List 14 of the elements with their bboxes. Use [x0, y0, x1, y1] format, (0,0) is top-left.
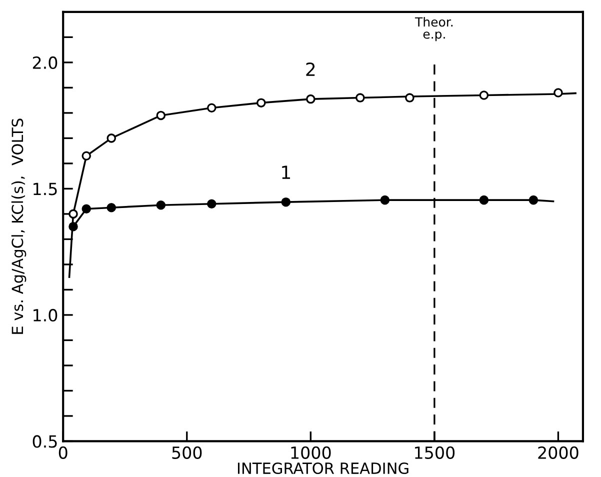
- x-axis-title: INTEGRATOR READING: [238, 462, 408, 474]
- ref-line-label: Theor. e.p.: [414, 16, 453, 42]
- y-axis-title: E vs. Ag/AgCl, KCl(s), VOLTS: [11, 118, 26, 334]
- y-tick-label: 1.0: [34, 308, 58, 322]
- x-tick-label: 500: [172, 446, 202, 459]
- x-tick-label: 2000: [538, 446, 578, 459]
- x-tick-label: 1500: [415, 446, 455, 459]
- y-tick-label: 2.0: [32, 56, 58, 69]
- y-tick-label: 1.5: [34, 182, 57, 196]
- series-label: 2: [306, 62, 315, 76]
- x-tick-label: 1000: [291, 446, 331, 459]
- series-label: 1: [282, 166, 290, 179]
- y-tick-label: 0.5: [32, 435, 57, 448]
- x-tick-label: 0: [58, 446, 68, 459]
